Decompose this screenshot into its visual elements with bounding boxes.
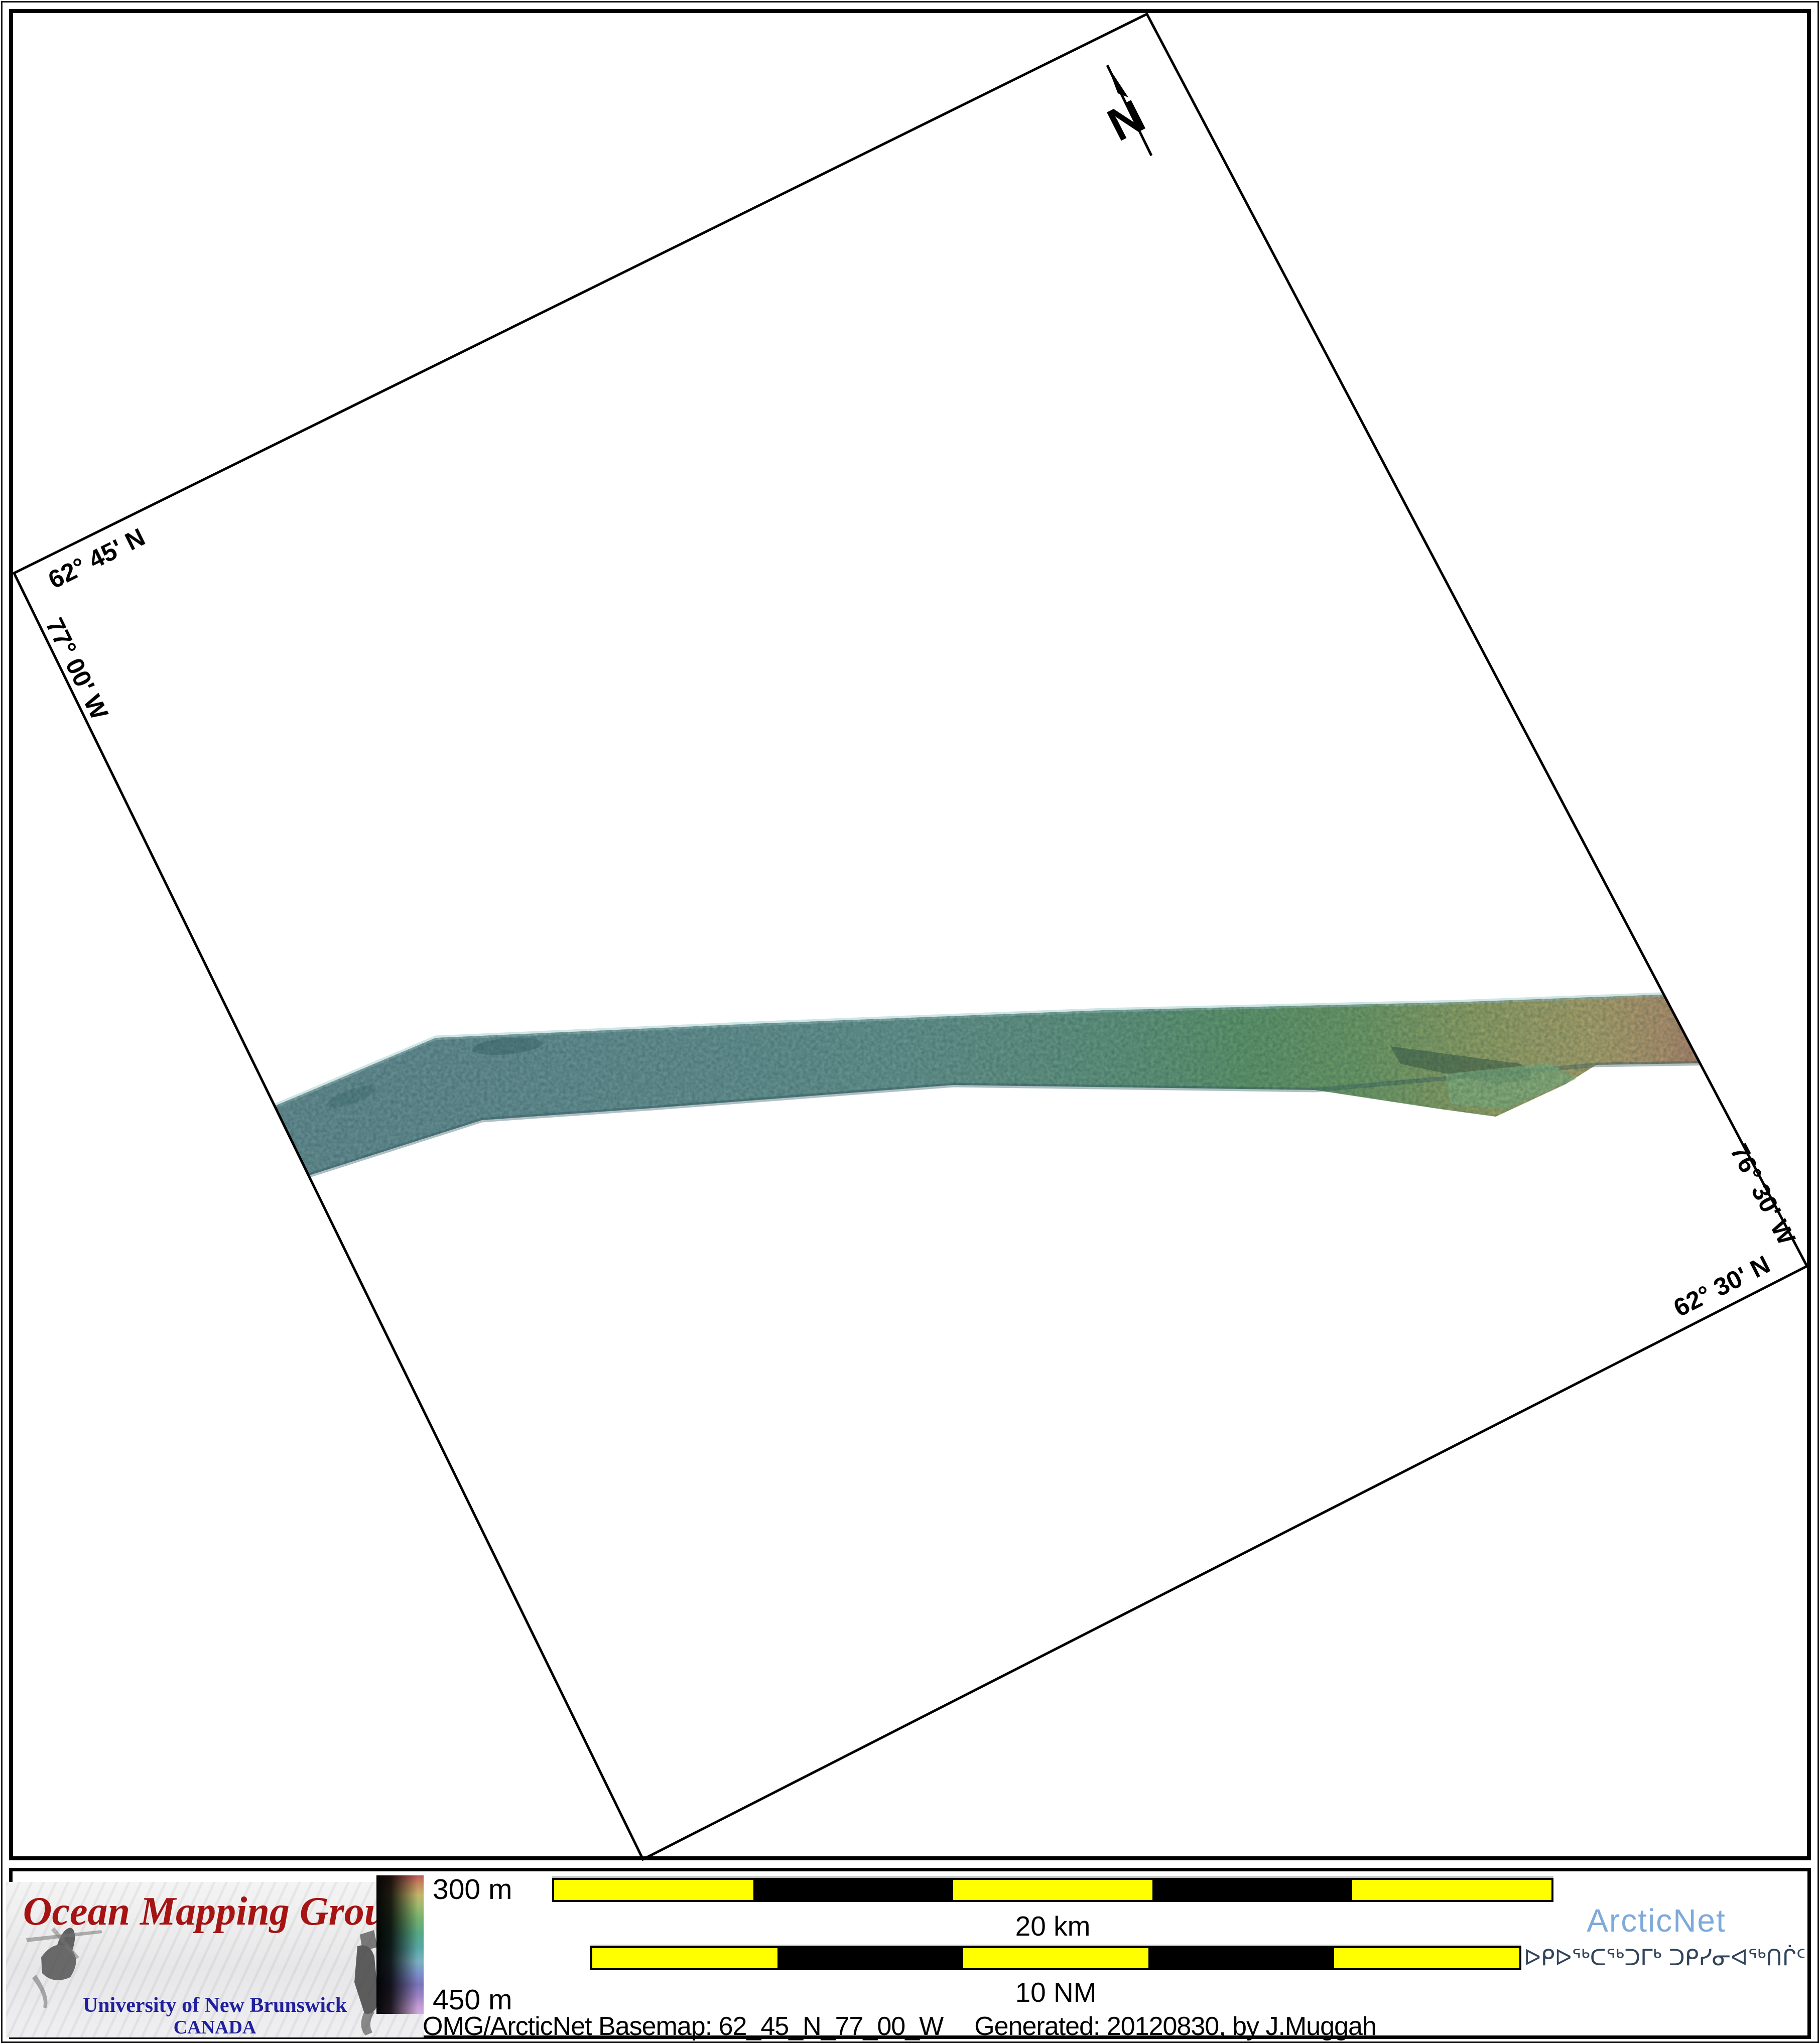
scalebar-segment bbox=[554, 1880, 754, 1900]
scalebar-nautical-miles bbox=[590, 1946, 1521, 1970]
omg-logo-university: University of New Brunswick bbox=[82, 1994, 347, 2017]
caption-basemap-id: OMG/ArcticNet Basemap: 62_45_N_77_00_W bbox=[423, 2012, 944, 2041]
omg-logo: Ocean Mapping Group University of New Br… bbox=[6, 1882, 424, 2037]
colorbar-min-label: 300 m bbox=[433, 1873, 512, 1905]
omg-logo-country: CANADA bbox=[173, 2017, 256, 2037]
swath-group bbox=[245, 991, 1722, 1187]
scalebar-segment bbox=[1148, 1948, 1334, 1968]
omg-logo-title: Ocean Mapping Group bbox=[23, 1889, 407, 1934]
swath-noise-texture bbox=[246, 994, 1722, 1184]
colorbar-max-label: 450 m bbox=[433, 1984, 512, 2016]
scalebar-segment bbox=[592, 1948, 778, 1968]
scalebar-km-label: 20 km bbox=[1015, 1911, 1091, 1942]
map-panel bbox=[9, 9, 1811, 1860]
scalebar-segment bbox=[1352, 1880, 1552, 1900]
north-arrow-icon: N bbox=[1100, 64, 1153, 157]
scalebar-nm-label: 10 NM bbox=[1015, 1977, 1097, 2008]
arcticnet-inuktitut-text: ᐅᑭᐅᖅᑕᖅᑐᒥᒃ ᑐᑭᓯᓂᐊᖅᑎᒌᑦ bbox=[1524, 1945, 1806, 1971]
map-caption: OMG/ArcticNet Basemap: 62_45_N_77_00_W Ge… bbox=[423, 2011, 1377, 2041]
scalebar-segment bbox=[1152, 1880, 1352, 1900]
ship-silhouette bbox=[354, 1930, 378, 2035]
longitude-label-right: 76° 30' W bbox=[1725, 1140, 1801, 1250]
caption-generated-info: Generated: 20120830, by J.Muggah bbox=[974, 2012, 1377, 2041]
latitude-label-bottom: 62° 30' N bbox=[1669, 1250, 1774, 1322]
depth-colorbar bbox=[376, 1875, 424, 2014]
scalebar-segment bbox=[777, 1948, 963, 1968]
arcticnet-wordmark: ArcticNet bbox=[1587, 1902, 1726, 1939]
scalebar-segment bbox=[953, 1880, 1153, 1900]
longitude-label-left: 77° 00' W bbox=[40, 613, 114, 724]
scalebar-segment bbox=[1334, 1948, 1520, 1968]
scalebar-segment bbox=[963, 1948, 1149, 1968]
graticule-boundary bbox=[12, 12, 1809, 1861]
helicopter-silhouette bbox=[26, 1927, 102, 2008]
scalebar-kilometres bbox=[552, 1878, 1553, 1902]
scalebar-segment bbox=[753, 1880, 953, 1900]
